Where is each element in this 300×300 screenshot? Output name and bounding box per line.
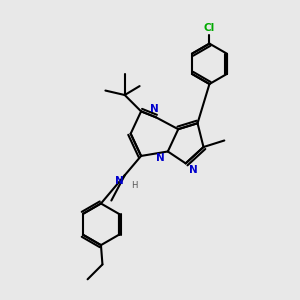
Text: Cl: Cl	[204, 23, 215, 33]
Text: N: N	[115, 176, 123, 186]
Text: N: N	[156, 153, 165, 163]
Text: N: N	[189, 165, 198, 175]
Text: H: H	[131, 181, 138, 190]
Text: N: N	[150, 104, 159, 114]
